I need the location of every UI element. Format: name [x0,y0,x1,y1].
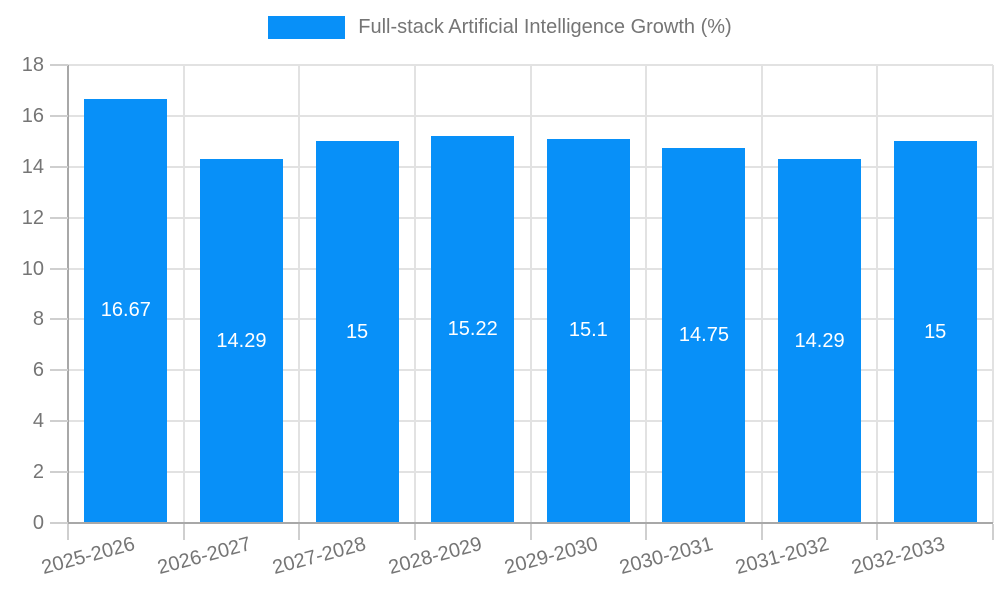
bar-value-label: 16.67 [100,299,151,322]
gridline-vertical [413,65,416,523]
bar: 15 [893,141,977,523]
y-tick-mark [50,64,68,66]
x-tick-label: 2027-2028 [270,533,369,580]
x-tick-mark [413,524,416,540]
x-tick-label: 2032-2033 [848,533,947,580]
x-tick-label: 2025-2026 [39,533,138,580]
gridline-vertical [298,65,301,523]
x-tick-mark [298,524,301,540]
bar: 14.29 [199,159,283,523]
y-tick-label: 16 [21,104,44,127]
y-tick-label: 12 [21,206,44,229]
x-tick-label: 2028-2029 [386,533,485,580]
y-tick-label: 8 [32,308,44,331]
y-tick-mark [50,165,68,168]
legend-swatch-icon [268,16,346,39]
gridline-vertical [760,65,763,523]
y-tick-label: 14 [21,155,44,178]
gridline-vertical [876,65,879,523]
bar-value-label: 15 [345,320,369,343]
x-tick-mark [876,524,879,540]
x-tick-mark [992,524,994,540]
bar: 14.29 [778,159,862,523]
y-tick-label: 18 [21,54,44,76]
y-tick-label: 10 [21,257,44,280]
y-tick-label: 6 [32,359,44,382]
y-tick-label: 0 [32,512,44,534]
x-tick-mark [67,524,69,540]
x-axis-line [67,522,993,524]
bar: 15 [315,141,399,523]
legend[interactable]: Full-stack Artificial Intelligence Growt… [0,16,1000,39]
y-tick-mark [50,267,68,270]
gridline-vertical [182,65,185,523]
gridline-vertical [992,65,994,523]
x-tick-label: 2030-2031 [617,533,716,580]
gridline-vertical [529,65,532,523]
bar-value-label: 14.29 [216,329,267,352]
legend-label: Full-stack Artificial Intelligence Growt… [358,16,732,38]
bar: 14.75 [662,147,746,523]
y-axis-line [67,65,69,523]
y-tick-mark [50,216,68,219]
y-tick-mark [50,522,68,524]
gridline-vertical [645,65,648,523]
bar-value-label: 15 [924,320,947,343]
y-tick-label: 2 [32,461,44,484]
x-tick-label: 2031-2032 [733,533,832,580]
x-tick-label: 2029-2030 [501,533,601,580]
bar: 15.22 [431,135,515,523]
bar-value-label: 14.75 [678,323,729,346]
x-tick-mark [760,524,763,540]
x-tick-mark [182,524,185,540]
x-tick-label: 2026-2027 [155,533,254,580]
plot-area: 16.67 14.29 15 15.22 15.1 14.75 14.29 15 [68,64,994,523]
bar-value-label: 14.29 [794,329,845,352]
y-tick-mark [50,114,68,117]
bar-value-label: 15.22 [447,317,498,340]
y-tick-mark [50,471,68,474]
y-tick-mark [50,318,68,321]
y-tick-mark [50,420,68,423]
bar: 16.67 [84,98,168,523]
bar-value-label: 15.1 [568,319,608,342]
x-tick-mark [529,524,532,540]
y-tick-mark [50,369,68,372]
bar: 15.1 [546,138,630,523]
x-tick-mark [645,524,648,540]
y-tick-label: 4 [32,410,44,433]
